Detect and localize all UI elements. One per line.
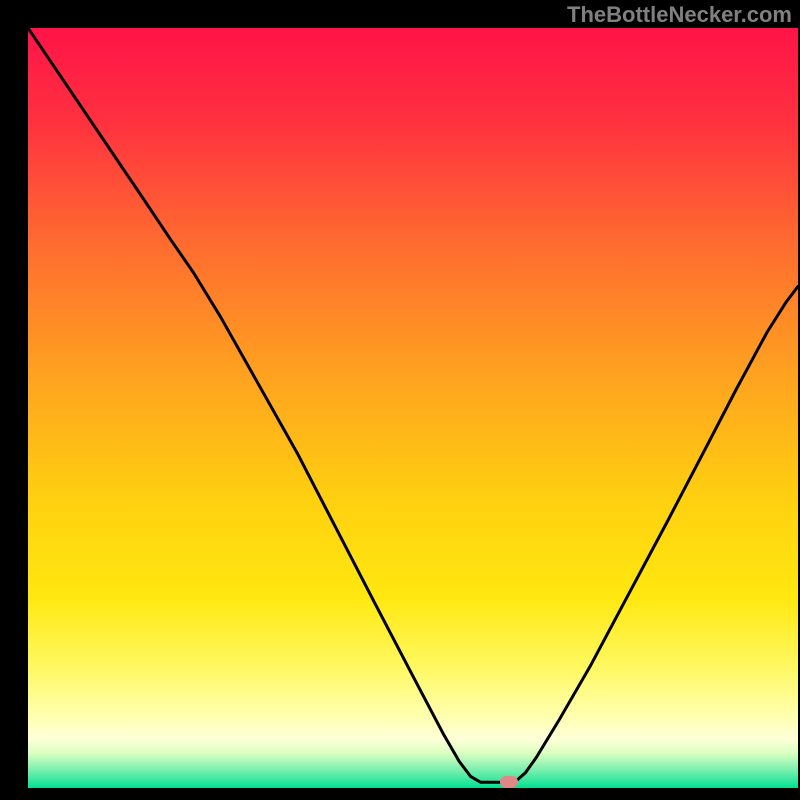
watermark-text: TheBottleNecker.com [567, 2, 792, 28]
chart-curve [28, 28, 798, 788]
chart-min-marker [500, 776, 518, 788]
chart-plot-area [28, 28, 798, 788]
